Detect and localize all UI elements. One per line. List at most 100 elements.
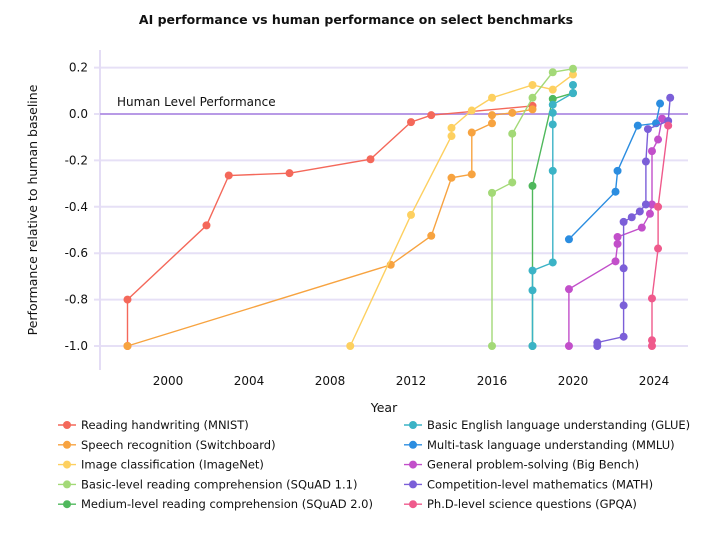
data-point [467,170,476,179]
data-point [548,120,557,129]
data-point [427,111,436,120]
data-point [645,209,654,218]
data-point [658,114,667,123]
data-point [224,171,233,180]
data-point [548,68,557,77]
data-point [407,210,415,219]
series-3 [488,64,577,350]
data-point [654,244,663,253]
series-line [568,118,663,346]
legend-item: Basic-level reading comprehension (SQuAD… [58,477,357,491]
data-point [508,129,517,138]
data-point [447,173,456,182]
series-line [127,108,533,347]
data-point [619,217,628,226]
data-point [635,207,644,216]
legend-item: Basic English language understanding (GL… [404,418,690,432]
data-point [569,81,577,89]
series-line [531,92,574,346]
legend-marker [63,500,71,509]
series-1 [123,105,537,350]
series-7 [564,114,667,350]
series-2 [346,70,577,350]
legend-marker [63,421,71,429]
data-point [528,342,537,350]
data-point [637,223,646,232]
series-group [123,64,675,350]
data-point [611,257,620,266]
data-point [647,336,656,345]
legend-item: Image classification (ImageNet) [58,458,264,472]
data-point [528,286,537,295]
legend-item: Competition-level mathematics (MATH) [404,477,653,491]
data-point [647,147,656,156]
data-point [641,157,650,166]
x-ticks: 2000 2004 2008 2012 2016 2020 2024 [153,374,670,388]
data-point [664,121,673,130]
data-point [427,231,436,240]
data-point [488,342,496,350]
data-point [569,70,577,79]
legend-marker [63,440,71,449]
x-tick-label: 2008 [315,374,346,388]
legend-item: Ph.D-level science questions (GPQA) [404,497,637,511]
data-point [548,108,557,117]
data-point [613,232,622,241]
y-tick-label: -0.4 [65,200,88,214]
legend-item: General problem-solving (Big Bench) [404,458,639,472]
data-point [666,93,675,102]
series-0 [123,101,537,350]
data-point [447,132,456,141]
series-line [651,125,669,346]
series-8 [593,93,675,350]
legend-marker [409,480,417,489]
data-point [488,111,496,120]
legend-label: Multi-task language understanding (MMLU) [427,438,675,452]
y-tick-label: -0.6 [65,246,88,260]
data-point [447,123,456,132]
data-point [647,342,656,350]
series-9 [647,121,673,350]
legend-item: Multi-task language understanding (MMLU) [404,438,675,452]
data-point [346,342,355,350]
data-point [528,93,537,102]
x-tick-label: 2020 [558,374,589,388]
data-point [548,100,557,109]
data-point [647,294,656,303]
legend-item: Medium-level reading comprehension (SQuA… [58,497,373,511]
data-point [641,200,650,209]
x-tick-label: 2000 [153,374,184,388]
series-line [531,85,574,346]
data-point [407,118,415,127]
data-point [548,258,557,267]
data-point [611,187,620,196]
data-point [633,121,642,130]
data-point [366,155,375,164]
legend-marker [409,500,417,509]
y-ticks: 0.2 0.0 -0.2 -0.4 -0.6 -0.8 -1.0 [65,61,88,353]
data-point [569,64,577,73]
x-tick-label: 2024 [639,374,670,388]
data-point [123,295,132,304]
data-point [488,93,496,102]
data-point [528,81,537,89]
human-level-label: Human Level Performance [117,95,276,109]
chart-title: AI performance vs human performance on s… [139,12,573,27]
y-tick-label: -0.2 [65,153,88,167]
data-point [202,221,211,230]
data-point [654,135,663,144]
data-point [613,166,622,175]
data-point [564,235,573,244]
data-point [123,342,132,350]
data-point [564,285,573,294]
y-tick-label: -1.0 [65,339,88,353]
y-tick-label: 0.0 [69,107,88,121]
data-point [508,108,517,117]
legend-label: Basic English language understanding (GL… [427,418,690,432]
data-point [654,202,663,211]
x-tick-label: 2016 [477,374,508,388]
x-axis-label: Year [370,400,398,415]
data-point [528,181,537,190]
series-6 [564,99,665,244]
